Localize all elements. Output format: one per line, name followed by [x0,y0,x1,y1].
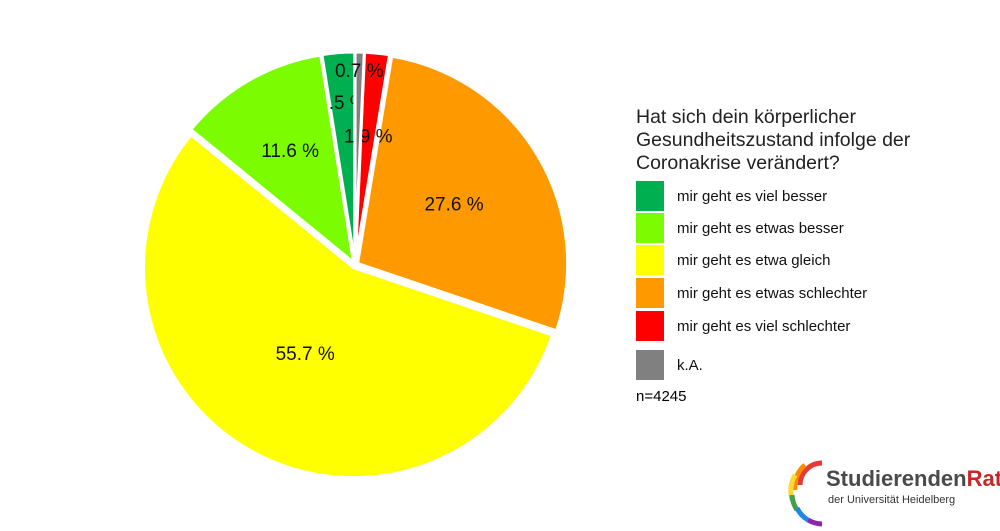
legend-label: mir geht es viel schlechter [677,318,850,335]
pie: 2.5 %11.6 %55.7 %27.6 %1.9 %0.7 % [142,50,570,480]
legend-title: Hat sich dein körperlicher Gesundheitszu… [636,106,911,174]
logo-name: StudierendenRat [826,466,1000,491]
data-label: 27.6 % [424,195,483,216]
logo-name-part: Studierenden [826,466,967,491]
logo-subtitle: der Universität Heidelberg [828,494,955,506]
pie-slice [188,53,356,267]
legend-label: mir geht es etwas besser [677,220,844,237]
data-label: 1.9 % [344,127,393,148]
logo: StudierendenRat der Universität Heidelbe… [788,460,1000,527]
legend-label: mir geht es etwa gleich [677,252,830,269]
data-label: 55.7 % [276,344,335,365]
legend-swatch [636,350,664,380]
legend-swatch [636,311,664,341]
legend-swatch [636,213,664,243]
pie-slice [142,132,555,480]
legend: mir geht es viel besser mir geht es etwas… [636,181,867,380]
note: n=4245 [636,388,686,405]
legend-label: k.A. [677,357,703,374]
legend-swatch [636,181,664,211]
legend-label: mir geht es etwas schlechter [677,285,867,302]
data-label: 0.7 % [335,61,384,82]
data-label: 11.6 % [261,141,319,162]
logo-name-part: Rat [967,466,1000,491]
pie-slice [355,54,570,333]
legend-swatch [636,278,664,308]
legend-label: mir geht es viel besser [677,188,827,205]
legend-swatch [636,245,664,275]
pie-slice [353,50,366,263]
